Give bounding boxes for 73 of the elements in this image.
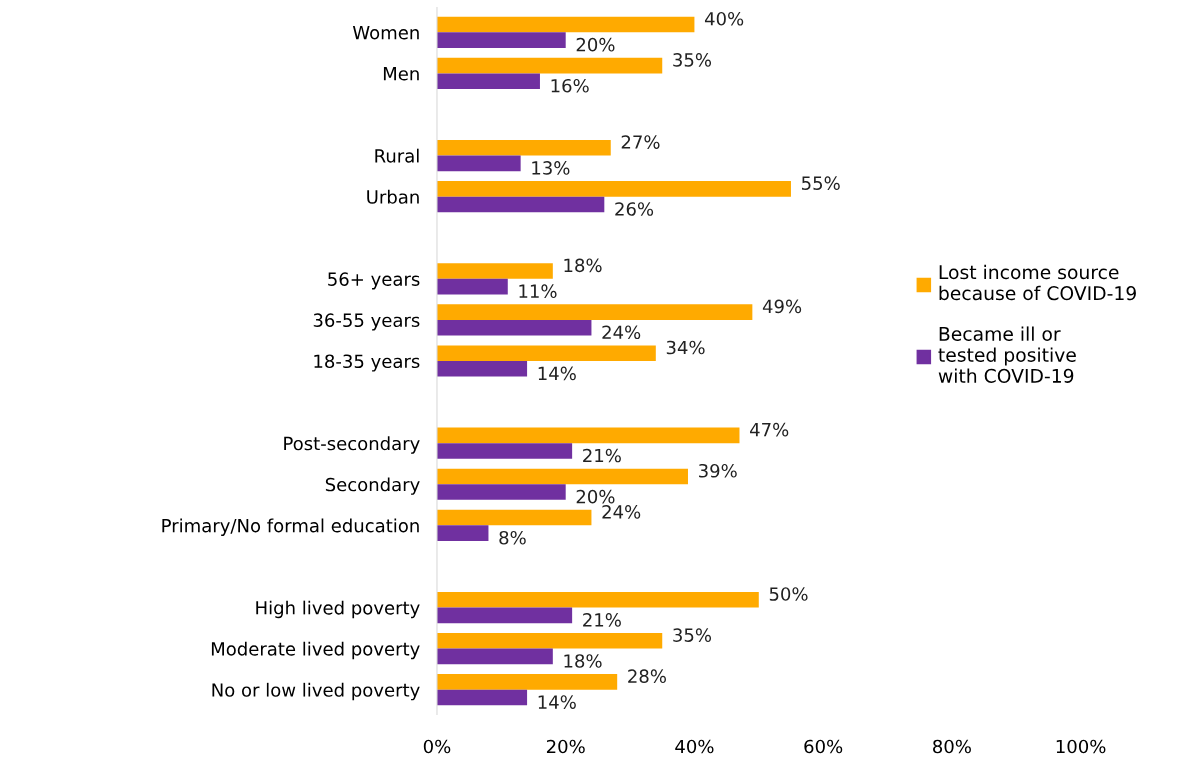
data-label: 20% [576,489,615,504]
data-label: 47% [750,422,789,437]
y-tick-label: 36-55 years [313,313,420,331]
data-label: 49% [762,299,802,314]
data-label: 50% [769,587,808,601]
y-tick-label: 56+ years [328,272,420,290]
y-tick-label: Primary/No formal education [162,518,419,536]
bar [436,263,553,279]
bar [436,443,573,459]
data-label: 35% [673,628,712,642]
data-label: 21% [583,613,621,627]
bar [436,607,573,624]
x-tick-label: 100% [1056,739,1106,754]
bar [436,16,695,33]
bar [436,181,791,197]
data-label: 34% [666,340,705,355]
data-label: 14% [538,695,576,709]
bar [436,304,753,320]
bar [436,278,508,295]
y-tick-label: Men [383,67,419,81]
data-label: 14% [538,366,576,381]
data-label: 13% [532,161,570,175]
bar [436,525,489,541]
x-tick-label: 80% [933,739,971,754]
data-label: 39% [699,463,737,478]
y-tick-label: Post-secondary [284,436,420,454]
bar [436,632,663,649]
bar [436,591,759,608]
data-label: 8% [499,530,526,545]
data-label: 18% [564,258,602,273]
data-label: 18% [564,654,602,668]
bar [436,648,553,665]
bar [436,155,521,172]
data-label: 20% [576,37,615,52]
bar [436,57,663,74]
y-tick-label: Rural [375,148,419,163]
bar [436,139,611,156]
legend-label: Became ill or tested positive with COVID-19 [938,326,1076,383]
bar [436,319,592,336]
y-tick-label: Secondary [325,477,420,495]
y-tick-label: 18-35 years [314,354,420,372]
bar [436,32,566,48]
x-tick-label: 0% [423,739,451,754]
y-tick-label: Women [352,25,419,40]
bar [436,427,740,444]
data-label: 27% [621,135,660,149]
y-tick-label: High lived poverty [256,600,420,619]
x-tick-label: 40% [675,739,714,754]
data-label: 26% [615,202,654,216]
data-label: 35% [673,53,712,67]
x-tick-label: 20% [546,739,585,754]
bar [436,73,540,89]
data-label: 40% [704,11,744,26]
bar [436,196,605,213]
y-tick-label: No or low lived poverty [212,682,420,701]
data-label: 16% [551,78,589,93]
y-tick-label: Moderate lived poverty [211,641,420,660]
data-label: 24% [602,325,641,340]
bar [436,484,566,500]
bar [436,509,592,526]
data-label: 11% [519,284,557,299]
data-label: 21% [583,448,621,463]
data-label: 24% [602,505,641,519]
bar [436,689,528,706]
data-label: 28% [628,669,666,684]
x-tick-label: 60% [804,739,843,754]
legend-label: Lost income source because of COVID-19 [939,264,1136,301]
y-tick-label: Urban [367,189,419,204]
bar [436,345,656,361]
bar [436,360,528,377]
bar [436,674,618,690]
bar [436,468,688,485]
data-label: 55% [802,176,840,190]
